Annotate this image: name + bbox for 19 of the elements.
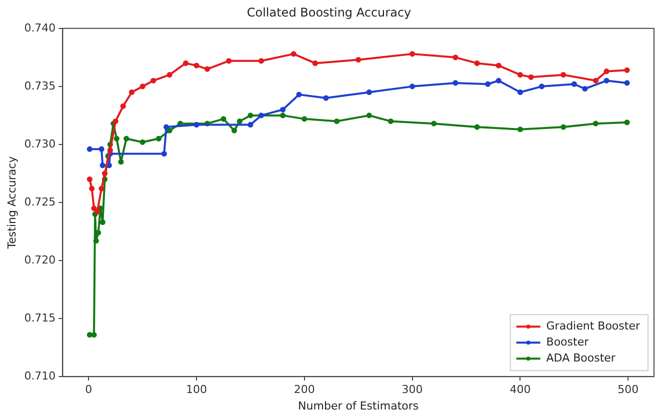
y-tick-label: 0.725 <box>24 195 56 208</box>
x-tick-label: 200 <box>294 383 315 396</box>
y-tick-label: 0.720 <box>24 253 56 266</box>
x-tick-label: 100 <box>186 383 207 396</box>
legend-label: ADA Booster <box>546 351 616 364</box>
y-tick-label: 0.740 <box>24 21 56 34</box>
x-tick-label: 400 <box>510 383 531 396</box>
y-tick-label: 0.735 <box>24 79 56 92</box>
y-tick-label: 0.730 <box>24 137 56 150</box>
x-tick-label: 300 <box>402 383 423 396</box>
y-axis-title: Testing Accuracy <box>5 156 18 250</box>
x-tick-label: 500 <box>618 383 639 396</box>
chart-title: Collated Boosting Accuracy <box>246 5 412 20</box>
legend-label: Booster <box>546 335 590 348</box>
x-axis-title: Number of Estimators <box>298 399 419 412</box>
y-tick-label: 0.715 <box>24 311 56 324</box>
legend-label: Gradient Booster <box>546 319 640 332</box>
y-tick-label: 0.710 <box>24 369 56 382</box>
x-tick-label: 0 <box>85 383 92 396</box>
